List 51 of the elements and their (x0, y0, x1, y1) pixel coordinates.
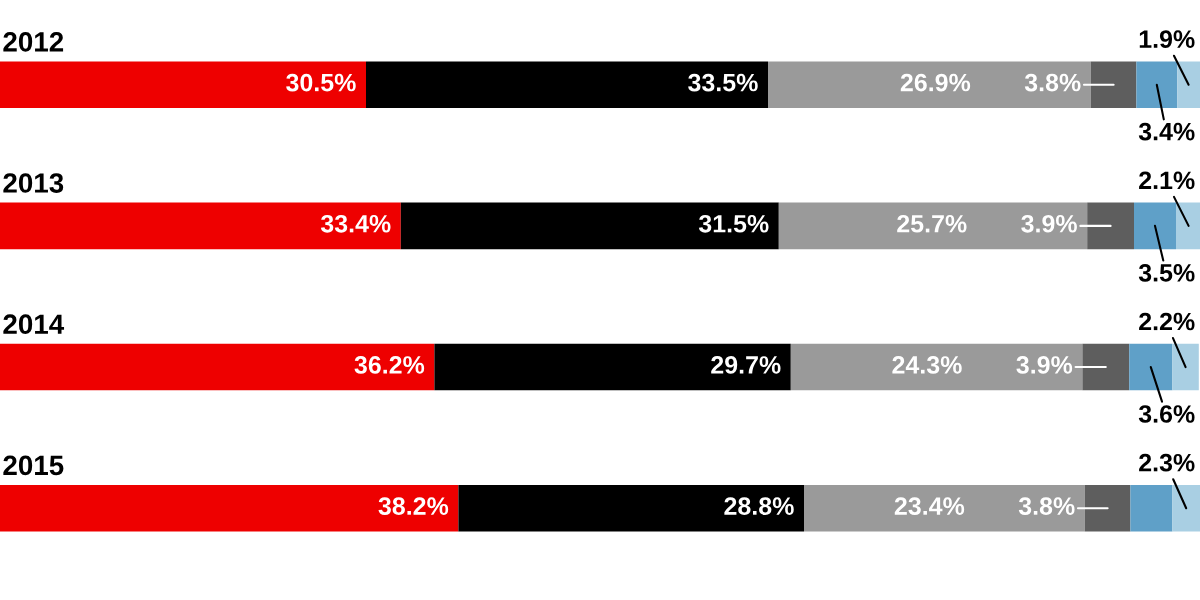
data-label: 26.9% (900, 73, 971, 92)
data-label: 33.5% (688, 73, 758, 92)
bar (0, 202, 401, 250)
bar (434, 343, 791, 391)
data-label: 36.2% (354, 356, 425, 374)
y-tick-label: 2012 (3, 32, 64, 52)
data-label: 25.7% (897, 214, 967, 233)
bar (1172, 343, 1199, 391)
bar (778, 202, 1088, 250)
bar (1176, 202, 1200, 250)
bar (400, 202, 779, 250)
y-tick-label: 2015 (3, 455, 64, 476)
data-label: 38.2% (378, 497, 449, 515)
bar (1136, 61, 1178, 108)
data-label: 24.3% (892, 356, 962, 374)
data-label: 23.4% (894, 497, 965, 515)
data-label: 3.9% (1021, 214, 1077, 233)
bar (768, 61, 1091, 108)
bar (1090, 61, 1137, 108)
data-label: 31.5% (698, 214, 769, 233)
bar (1082, 343, 1130, 391)
bar (1087, 202, 1134, 250)
bar (1134, 202, 1176, 250)
y-tick-label: 2014 (3, 314, 65, 335)
bar (804, 484, 1085, 532)
data-label: 2.1% (1139, 171, 1195, 190)
data-label: 3.4% (1138, 122, 1195, 141)
data-label: 2.3% (1139, 453, 1195, 472)
data-label: 2.2% (1139, 312, 1195, 331)
bar (1084, 484, 1131, 532)
bar (458, 484, 804, 532)
bar (1129, 343, 1173, 391)
data-label: 30.5% (286, 73, 356, 92)
data-label: 1.9% (1139, 30, 1195, 48)
data-label: 29.7% (711, 356, 781, 374)
data-label: 28.8% (724, 497, 794, 515)
data-label: 3.9% (1016, 356, 1073, 374)
data-label: 3.6% (1138, 405, 1195, 423)
bar (0, 484, 459, 532)
bar (1172, 484, 1200, 532)
data-label: 3.8% (1024, 73, 1081, 92)
data-label: 3.8% (1018, 497, 1075, 515)
y-tick-label: 2013 (3, 173, 64, 193)
bar (0, 343, 435, 391)
bar (1177, 61, 1200, 108)
bar (0, 61, 366, 108)
data-label: 3.5% (1138, 263, 1195, 282)
data-label: 33.4% (320, 214, 391, 233)
bar (1130, 484, 1173, 532)
bar (366, 61, 768, 108)
bar (790, 343, 1083, 391)
